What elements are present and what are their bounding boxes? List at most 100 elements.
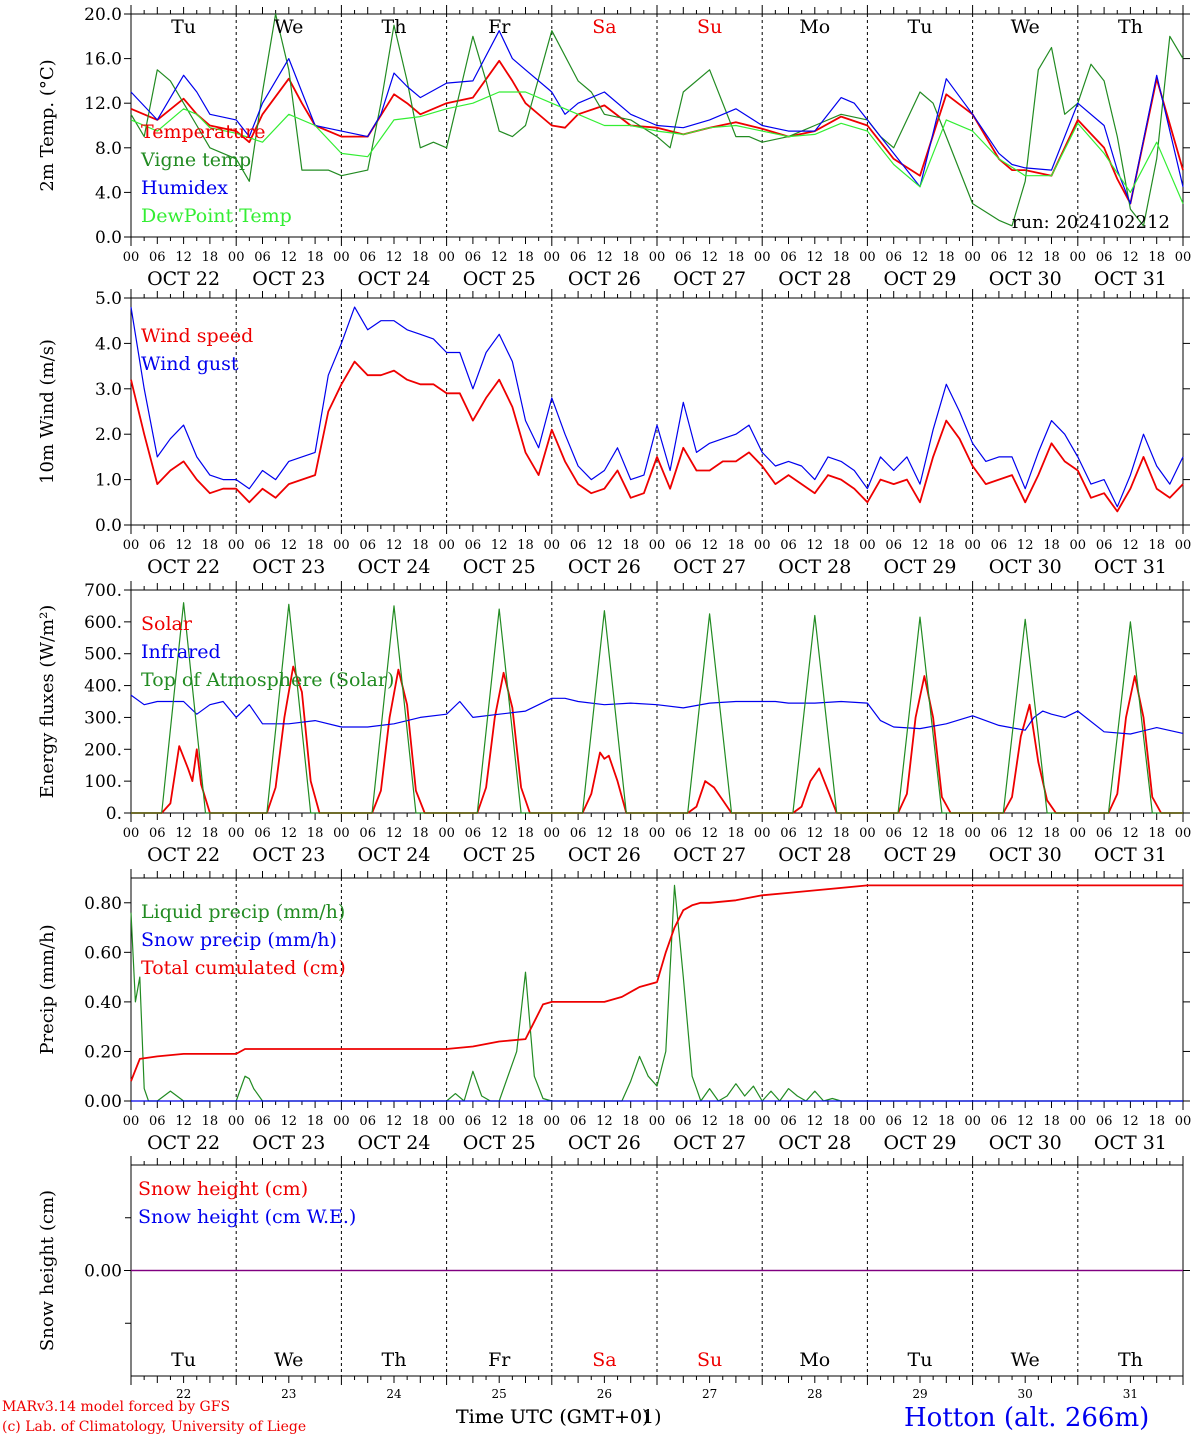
- date-label: OCT 24: [357, 268, 430, 290]
- date-label: OCT 31: [1094, 844, 1167, 866]
- date-label: OCT 29: [883, 268, 956, 290]
- hour-label: 18: [833, 826, 850, 841]
- hour-label: 12: [912, 1114, 929, 1129]
- hour-label: 06: [1096, 538, 1113, 553]
- date-label: OCT 27: [673, 268, 746, 290]
- y-tick-label: 0.0: [95, 516, 122, 536]
- legend-entry: Wind gust: [141, 353, 239, 375]
- hour-label: 00: [333, 826, 350, 841]
- series-line: [130, 30, 1184, 205]
- hour-label: 00: [544, 250, 561, 265]
- weekday-label: Th: [1118, 16, 1143, 38]
- hour-label: 18: [307, 250, 324, 265]
- hour-label: 18: [1043, 1114, 1060, 1129]
- hour-label: 06: [149, 538, 166, 553]
- hour-label: 06: [1096, 1114, 1113, 1129]
- hour-label: 06: [149, 250, 166, 265]
- weekday-label: Sa: [592, 16, 616, 38]
- date-label: OCT 27: [673, 556, 746, 578]
- legend-entry: Wind speed: [141, 325, 253, 347]
- station-label: Hotton (alt. 266m): [904, 1403, 1150, 1433]
- hour-label: 00: [859, 1114, 876, 1129]
- hour-label: 18: [728, 1114, 745, 1129]
- date-label: OCT 24: [357, 556, 430, 578]
- hour-label: 06: [991, 1114, 1008, 1129]
- y-axis-title: Energy fluxes (W/m²): [37, 605, 58, 799]
- date-label: OCT 30: [989, 1132, 1062, 1154]
- hour-label: 00: [123, 538, 140, 553]
- hour-label: 12: [596, 538, 613, 553]
- day-number-label: 24: [386, 1387, 402, 1401]
- hour-label: 06: [570, 538, 587, 553]
- hour-label: 06: [465, 1114, 482, 1129]
- weekday-label: Tu: [908, 1349, 933, 1371]
- hour-label: 06: [675, 1114, 692, 1129]
- weekday-label: Fr: [488, 1349, 511, 1371]
- weekday-label: Tu: [171, 1349, 196, 1371]
- hour-label: 12: [281, 1114, 298, 1129]
- date-label: OCT 23: [252, 268, 325, 290]
- hour-label: 06: [1096, 826, 1113, 841]
- hour-label: 00: [228, 1114, 245, 1129]
- legend-entry: Humidex: [141, 177, 228, 199]
- y-tick-label: 0.80: [84, 894, 122, 914]
- y-tick-label: 700.: [84, 581, 122, 601]
- series-line: [130, 91, 1184, 204]
- date-label: OCT 31: [1094, 1132, 1167, 1154]
- day-number-label: 27: [702, 1387, 717, 1401]
- date-label: OCT 23: [252, 556, 325, 578]
- hour-label: 00: [438, 538, 455, 553]
- hour-label: 06: [359, 538, 376, 553]
- hour-label: 06: [359, 250, 376, 265]
- date-label: OCT 28: [778, 556, 851, 578]
- x-axis-label-utc: Time UTC (GMT+0): [456, 1406, 650, 1428]
- hour-label: 06: [254, 538, 271, 553]
- legend-entry: Liquid precip (mm/h): [141, 901, 345, 923]
- hour-label: 00: [544, 826, 561, 841]
- y-tick-label: 600.: [84, 613, 122, 633]
- hour-label: 12: [807, 826, 824, 841]
- hour-label: 00: [123, 826, 140, 841]
- weekday-label: Tu: [171, 16, 196, 38]
- hour-label: 18: [622, 1114, 639, 1129]
- hour-label: 00: [544, 1114, 561, 1129]
- legend-entry: Vigne temp: [140, 149, 251, 171]
- weekday-label: Mo: [799, 16, 830, 38]
- date-label: OCT 26: [568, 556, 641, 578]
- y-tick-label: 8.0: [95, 139, 122, 159]
- hour-label: 06: [991, 250, 1008, 265]
- day-number-label: 22: [176, 1387, 191, 1401]
- hour-label: 12: [596, 250, 613, 265]
- hour-label: 18: [1043, 826, 1060, 841]
- hour-label: 06: [570, 250, 587, 265]
- hour-label: 18: [728, 538, 745, 553]
- hour-label: 12: [1017, 1114, 1034, 1129]
- legend-entry: Top of Atmosphere (Solar): [141, 669, 394, 691]
- hour-label: 18: [307, 538, 324, 553]
- date-label: OCT 25: [463, 1132, 536, 1154]
- hour-label: 18: [202, 250, 219, 265]
- y-tick-label: 2.0: [95, 425, 122, 445]
- hour-label: 06: [149, 826, 166, 841]
- date-label: OCT 30: [989, 268, 1062, 290]
- date-label: OCT 22: [147, 556, 220, 578]
- hour-label: 00: [1175, 826, 1192, 841]
- legend-entry: Snow precip (mm/h): [141, 929, 337, 951]
- hour-label: 06: [1096, 250, 1113, 265]
- weekday-label: We: [274, 1349, 303, 1371]
- date-label: OCT 28: [778, 1132, 851, 1154]
- series-line: [130, 59, 1184, 205]
- weekday-label: Mo: [799, 1349, 830, 1371]
- legend-entry: Infrared: [141, 641, 221, 663]
- y-tick-label: 5.0: [95, 289, 122, 309]
- date-label: OCT 24: [357, 844, 430, 866]
- hour-label: 00: [544, 538, 561, 553]
- y-axis-title: 2m Temp. (°C): [37, 59, 58, 191]
- y-tick-label: 0.: [106, 804, 122, 824]
- hour-label: 18: [517, 250, 534, 265]
- hour-label: 18: [412, 538, 429, 553]
- hour-label: 18: [833, 538, 850, 553]
- date-label: OCT 25: [463, 844, 536, 866]
- hour-label: 06: [465, 826, 482, 841]
